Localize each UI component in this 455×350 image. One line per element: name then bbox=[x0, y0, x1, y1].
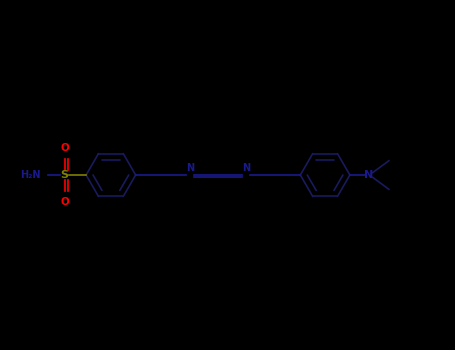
Text: S: S bbox=[61, 170, 69, 180]
Text: O: O bbox=[61, 143, 69, 153]
Text: N: N bbox=[364, 170, 374, 180]
Text: H₂N: H₂N bbox=[20, 170, 41, 180]
Text: N: N bbox=[242, 163, 250, 173]
Text: O: O bbox=[61, 197, 69, 207]
Text: N: N bbox=[186, 163, 194, 173]
